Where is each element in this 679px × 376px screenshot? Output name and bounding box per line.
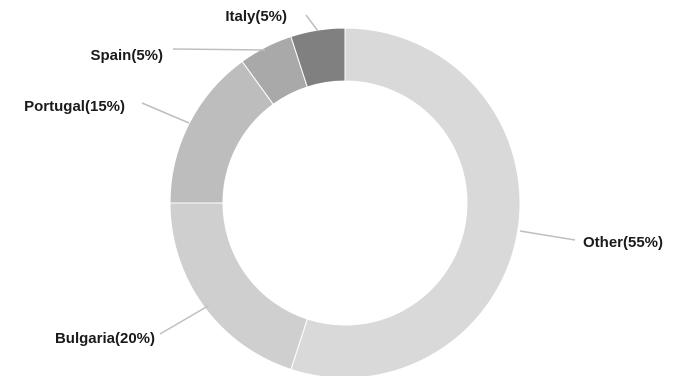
label-portugal: Portugal(15%): [24, 98, 125, 115]
label-bulgaria: Bulgaria(20%): [55, 330, 155, 347]
leader-line-bulgaria: [159, 305, 209, 335]
label-other: Other(55%): [583, 234, 663, 251]
slice-bulgaria: [169, 202, 308, 371]
label-italy: Italy(5%): [225, 8, 287, 25]
leader-line-other: [519, 230, 576, 241]
leader-line-spain: [172, 48, 266, 51]
leader-line-portugal: [141, 102, 190, 124]
slice-italy: [290, 27, 346, 88]
leader-line-italy: [305, 14, 319, 32]
label-spain: Spain(5%): [90, 47, 163, 64]
